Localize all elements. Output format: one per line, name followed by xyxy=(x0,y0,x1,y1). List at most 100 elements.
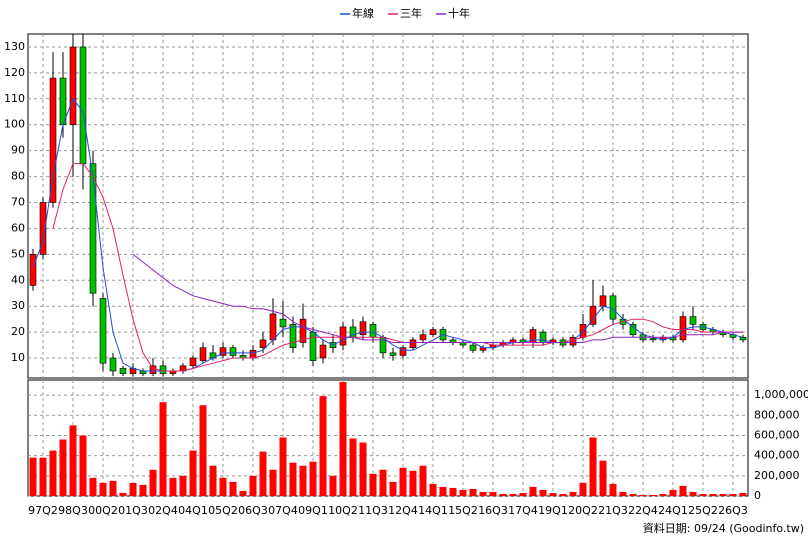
volume-bar xyxy=(129,482,137,496)
volume-bar xyxy=(379,469,387,496)
candle-body xyxy=(159,365,167,374)
candle-body xyxy=(339,326,347,346)
volume-tick-label: 0 xyxy=(754,489,761,502)
x-tick-label: 22Q4 xyxy=(628,504,658,517)
volume-bar xyxy=(99,482,107,496)
volume-bar xyxy=(229,481,237,496)
x-tick-label: 06Q3 xyxy=(238,504,268,517)
candle-body xyxy=(739,337,747,341)
volume-bar xyxy=(709,493,717,496)
candle-body xyxy=(39,202,47,255)
candle-body xyxy=(289,324,297,348)
x-tick-label: 00Q2 xyxy=(88,504,118,517)
volume-bar xyxy=(159,402,167,496)
volume-tick-label: 600,000 xyxy=(754,428,800,441)
volume-bar xyxy=(389,481,397,496)
volume-bar xyxy=(189,450,197,496)
candle-body xyxy=(109,357,117,372)
volume-bar xyxy=(169,477,177,496)
candle-body xyxy=(469,344,477,351)
volume-bar xyxy=(529,486,537,496)
candle-body xyxy=(279,318,287,328)
volume-bar xyxy=(589,437,597,496)
x-tick-label: 15Q2 xyxy=(448,504,478,517)
candle-body xyxy=(649,338,657,341)
volume-bar xyxy=(59,439,67,496)
volume-bar xyxy=(719,493,727,496)
volume-bar xyxy=(349,438,357,496)
volume-bar xyxy=(569,491,577,496)
volume-bar xyxy=(29,457,37,496)
candle-body xyxy=(369,324,377,338)
candle-body xyxy=(269,313,277,341)
x-tick-label: 09Q1 xyxy=(298,504,328,517)
x-tick-label: 25Q2 xyxy=(688,504,718,517)
candle-body xyxy=(609,295,617,320)
volume-bar xyxy=(49,450,57,496)
candle-body xyxy=(429,329,437,336)
candle-body xyxy=(399,347,407,356)
candle-body xyxy=(29,254,37,286)
note: 資料日期: 09/24 (Goodinfo.tw) xyxy=(643,521,804,535)
volume-bar xyxy=(659,493,667,496)
candle-body xyxy=(69,46,77,126)
candle-body xyxy=(359,321,367,336)
volume-bar xyxy=(539,489,547,496)
x-tick-label: 12Q4 xyxy=(388,504,418,517)
candle-body xyxy=(99,298,107,364)
volume-bar xyxy=(279,437,287,496)
y-tick-label: 50 xyxy=(11,247,25,260)
volume-bar xyxy=(259,451,267,496)
x-tick-label: 14Q1 xyxy=(418,504,448,517)
candle-body xyxy=(49,77,57,203)
volume-bar xyxy=(439,486,447,496)
volume-tick-label: 1,000,000 xyxy=(754,388,808,401)
volume-bar xyxy=(499,493,507,496)
candle-body xyxy=(319,344,327,359)
x-tick-label: 02Q4 xyxy=(148,504,178,517)
y-tick-label: 110 xyxy=(4,92,25,105)
volume-bar xyxy=(399,467,407,496)
volume-bar xyxy=(209,465,217,496)
volume-bar xyxy=(689,491,697,496)
price-panel xyxy=(27,33,749,379)
ma-line xyxy=(52,163,743,372)
candle-body xyxy=(89,163,97,294)
y-tick-label: 10 xyxy=(11,351,25,364)
candle-body xyxy=(149,365,157,374)
y-tick-label: 40 xyxy=(11,273,25,286)
y-tick-label: 130 xyxy=(4,40,25,53)
x-tick-label: 01Q3 xyxy=(118,504,148,517)
x-tick-label: 19Q1 xyxy=(538,504,568,517)
volume-bar xyxy=(479,491,487,496)
legend-label: 十年 xyxy=(448,6,470,20)
volume-bar xyxy=(639,494,647,496)
volume-bar xyxy=(319,396,327,496)
volume-bar xyxy=(509,493,517,496)
candle-body xyxy=(299,318,307,343)
volume-bar xyxy=(269,469,277,496)
volume-bar xyxy=(559,493,567,496)
volume-bar xyxy=(329,475,337,496)
volume-bar xyxy=(579,482,587,496)
volume-bar xyxy=(249,475,257,496)
x-tick-label: 97Q2 xyxy=(28,504,58,517)
volume-bar xyxy=(39,457,47,496)
candle-body xyxy=(59,77,67,126)
candle-body xyxy=(189,357,197,367)
y-tick-label: 30 xyxy=(11,299,25,312)
volume-tick-label: 200,000 xyxy=(754,469,800,482)
x-tick-label: 04Q1 xyxy=(178,504,208,517)
candle-body xyxy=(389,352,397,356)
candle-body xyxy=(689,316,697,325)
volume-bar xyxy=(109,480,117,496)
volume-bar xyxy=(419,465,427,496)
candle-body xyxy=(599,295,607,307)
volume-bar xyxy=(739,492,747,496)
candle-body xyxy=(219,347,227,356)
x-tick-label: 17Q4 xyxy=(508,504,538,517)
candle-body xyxy=(309,331,317,361)
volume-bar xyxy=(179,475,187,496)
volume-bar xyxy=(199,405,207,496)
